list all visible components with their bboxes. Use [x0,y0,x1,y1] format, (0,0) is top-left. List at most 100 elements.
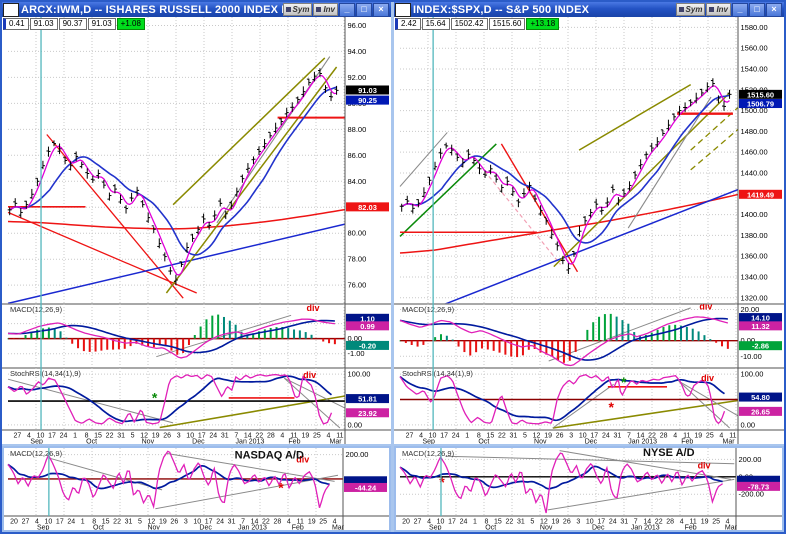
svg-text:0.00: 0.00 [741,420,756,429]
svg-text:28: 28 [666,519,674,526]
svg-text:1360.00: 1360.00 [741,252,768,261]
svg-text:11: 11 [683,433,690,440]
svg-text:4: 4 [27,433,31,440]
svg-text:MACD(12,26,9): MACD(12,26,9) [402,449,455,458]
iwm-candlestick-chart[interactable]: 96.0094.0092.0090.0088.0086.0084.0082.00… [2,17,391,444]
svg-text:-0.20: -0.20 [359,341,376,350]
svg-text:div: div [306,303,319,313]
svg-text:-78.73: -78.73 [748,482,769,491]
svg-text:31: 31 [125,519,133,526]
svg-text:NYSE A/D: NYSE A/D [643,448,695,459]
close-button[interactable]: × [766,2,782,17]
svg-text:91.03: 91.03 [358,86,377,95]
svg-text:14: 14 [637,433,645,440]
quote-box: 15.64 [421,18,450,30]
svg-text:25: 25 [706,433,714,440]
svg-text:*: * [621,374,627,390]
svg-text:19: 19 [308,519,316,526]
svg-text:7: 7 [627,433,631,440]
svg-text:15: 15 [494,519,502,526]
spx-candlestick-chart[interactable]: 1580.001560.001540.001520.001500.001480.… [394,17,784,444]
quote-box: 0.41 [3,18,29,30]
svg-text:10: 10 [437,519,445,526]
svg-text:7: 7 [234,433,238,440]
inv-button[interactable]: Inv [313,3,338,16]
titlebar-spx[interactable]: INDEX:$SPX,D -- S&P 500 INDEX Sym Inv _ … [394,2,784,17]
svg-text:0.00: 0.00 [741,336,756,345]
svg-text:Feb: Feb [685,525,697,531]
svg-text:Jan 2013: Jan 2013 [236,439,265,445]
svg-text:1: 1 [473,519,477,526]
svg-text:31: 31 [221,433,229,440]
svg-text:51.81: 51.81 [358,395,377,404]
svg-text:17: 17 [590,433,598,440]
svg-text:10: 10 [429,433,437,440]
svg-text:17: 17 [56,519,64,526]
left-column: ARCX:IWM,D -- ISHARES RUSSELL 2000 INDEX… [2,2,391,532]
svg-text:1.10: 1.10 [360,314,375,323]
svg-text:17: 17 [440,433,448,440]
svg-text:Jan 2013: Jan 2013 [631,525,660,531]
svg-text:11: 11 [690,519,697,526]
sym-button[interactable]: Sym [282,3,313,16]
svg-text:1500.00: 1500.00 [741,106,768,115]
minimize-button[interactable]: _ [732,2,748,17]
svg-text:3: 3 [184,519,188,526]
chart-icon [3,2,19,17]
window-title: ARCX:IWM,D -- ISHARES RUSSELL 2000 INDEX… [21,3,283,16]
svg-text:Sep: Sep [30,439,43,445]
svg-text:1580.00: 1580.00 [741,23,768,32]
svg-text:*: * [439,474,445,490]
svg-text:22: 22 [106,433,114,440]
svg-text:14: 14 [251,519,259,526]
maximize-button[interactable]: □ [749,2,765,17]
titlebar-iwm[interactable]: ARCX:IWM,D -- ISHARES RUSSELL 2000 INDEX… [2,2,391,17]
svg-text:1: 1 [81,519,85,526]
svg-text:27: 27 [414,519,422,526]
svg-text:*: * [278,479,284,495]
svg-text:22: 22 [506,519,514,526]
svg-text:11.32: 11.32 [751,322,769,331]
svg-text:1506.79: 1506.79 [747,100,774,109]
svg-text:20: 20 [402,519,410,526]
svg-text:11: 11 [729,433,736,440]
quote-box: 1502.42 [450,18,488,30]
svg-text:80.00: 80.00 [348,229,367,238]
svg-text:27: 27 [406,433,414,440]
svg-text:31: 31 [620,519,628,526]
svg-text:24: 24 [216,519,224,526]
svg-text:1540.00: 1540.00 [741,64,768,73]
close-button[interactable]: × [373,2,389,17]
svg-text:1440.00: 1440.00 [741,168,768,177]
maximize-button[interactable]: □ [356,2,372,17]
svg-text:Dec: Dec [199,525,212,531]
svg-text:1520.00: 1520.00 [741,85,768,94]
inv-button[interactable]: Inv [706,3,731,16]
svg-text:4: 4 [326,433,330,440]
svg-text:Jan 2013: Jan 2013 [238,525,267,531]
minimize-button[interactable]: _ [339,2,355,17]
svg-text:1: 1 [465,433,469,440]
svg-text:MACD(12,26,9): MACD(12,26,9) [10,305,63,314]
svg-text:8: 8 [85,433,89,440]
svg-text:17: 17 [48,433,56,440]
quote-box: 1515.60 [488,18,526,30]
svg-text:10: 10 [579,433,587,440]
svg-text:1419.49: 1419.49 [747,190,774,199]
svg-text:26: 26 [170,519,178,526]
svg-text:24: 24 [602,433,610,440]
svg-text:17: 17 [205,519,213,526]
svg-text:div: div [296,455,309,465]
svg-text:24: 24 [209,433,217,440]
svg-text:5: 5 [530,519,534,526]
svg-text:200.00: 200.00 [346,450,369,459]
chart-icon [395,2,411,17]
svg-text:StochRSI(14,34(1),9): StochRSI(14,34(1),9) [10,369,81,378]
sym-button[interactable]: Sym [675,3,706,16]
svg-text:82.03: 82.03 [358,203,377,212]
svg-text:0.99: 0.99 [360,322,375,331]
svg-text:22: 22 [255,433,263,440]
